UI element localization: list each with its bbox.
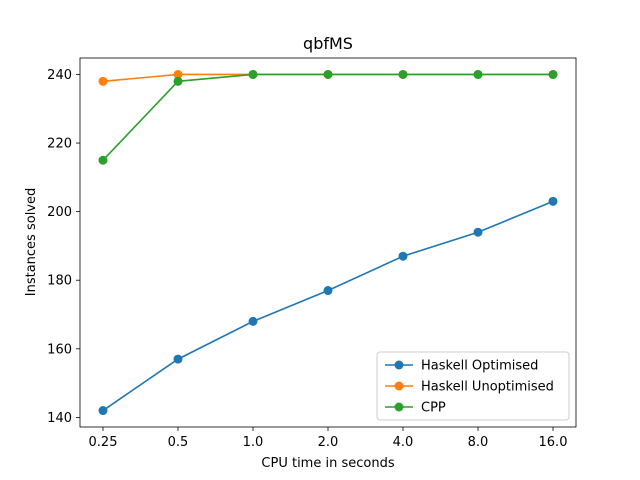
data-point [98,76,108,86]
data-point [173,76,183,86]
x-tick-label: 2.0 [318,435,339,450]
data-point [98,406,108,416]
y-tick-label: 220 [47,137,72,152]
data-point [473,227,483,237]
legend-swatch-marker [394,360,404,370]
legend-swatch-marker [394,381,404,391]
legend-box [376,351,570,421]
y-tick-label: 160 [47,342,72,357]
axes-frame [79,57,577,428]
x-tick-label: 0.25 [89,435,118,450]
data-point [548,69,558,79]
x-tick-label: 16.0 [539,435,568,450]
data-point [248,69,258,79]
plot-area: 0.25 0.5 1.0 2.0 4.0 8.0 16.0 140 160 180 200 220 24… [47,57,577,450]
data-point [398,69,408,79]
x-axis-label: CPU time in seconds [261,456,394,471]
data-point [173,354,183,364]
data-point [323,286,333,296]
y-axis-label: Instances solved [24,188,39,296]
y-tick-label: 140 [47,411,72,426]
data-point [548,196,558,206]
x-tick-label: 4.0 [393,435,414,450]
data-point [98,155,108,165]
data-point [398,251,408,261]
y-tick-label: 200 [47,205,72,220]
x-tick-label: 0.5 [168,435,189,450]
y-tick-label: 240 [47,68,72,83]
legend: Haskell Optimised Haskell Unoptimised CPP [376,351,570,421]
x-tick-label: 1.0 [243,435,264,450]
legend-label: Haskell Unoptimised [421,380,554,395]
y-tick-label: 180 [47,274,72,289]
legend-label: CPP [421,401,446,416]
x-tick-label: 8.0 [468,435,489,450]
data-point [323,69,333,79]
chart-title: qbfMS [303,34,353,53]
data-point [473,69,483,79]
data-point [248,316,258,326]
legend-label: Haskell Optimised [421,359,538,374]
data-point [173,69,183,79]
legend-swatch-marker [394,402,404,412]
